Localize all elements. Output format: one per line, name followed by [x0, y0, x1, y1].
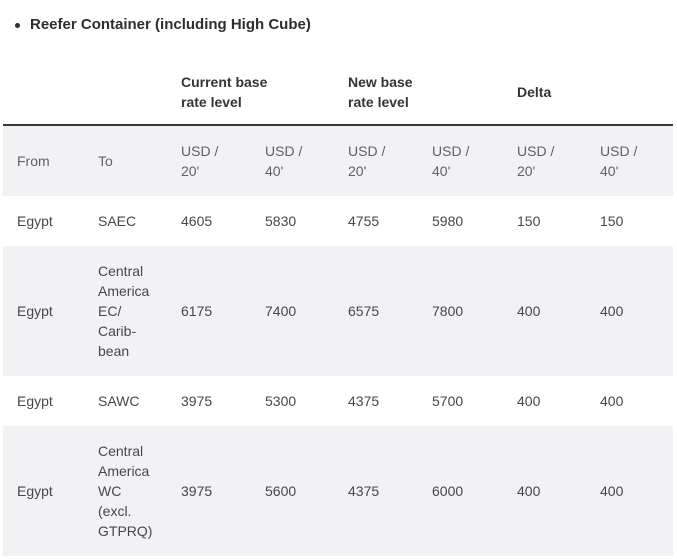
cell-from: Egypt [17, 483, 53, 499]
column-header-from: From [3, 125, 84, 196]
group-header-current-label: Current base rate level [181, 74, 268, 110]
usd20-label: USD / 20' [348, 143, 386, 179]
cell-current-usd40: 5830 [265, 213, 297, 229]
cell-current-usd20: 3975 [181, 393, 213, 409]
rates-table: Current base rate level New base rate le… [3, 60, 674, 556]
cell-to: SAWC [98, 393, 140, 409]
cell-new-usd40: 7800 [432, 303, 464, 319]
cell-from: Egypt [17, 303, 53, 319]
column-header-current-usd20: USD / 20' [167, 125, 251, 196]
cell-current-usd20: 4605 [181, 213, 213, 229]
cell-delta-usd40: 400 [600, 393, 624, 409]
cell-current-usd20: 3975 [181, 483, 213, 499]
column-header-to: To [84, 125, 167, 196]
table-row: Egypt SAEC 4605 5830 4755 5980 150 150 [3, 196, 674, 246]
group-header-spacer [3, 60, 167, 126]
cell-new-usd40: 6000 [432, 483, 464, 499]
cell-delta-usd40: 400 [600, 303, 624, 319]
cell-current-usd40: 5600 [265, 483, 297, 499]
group-header-delta: Delta [503, 60, 674, 126]
column-header-delta-usd40: USD / 40' [586, 125, 674, 196]
table-row: Egypt Central America EC/ Carib­bean 617… [3, 246, 674, 376]
column-header-delta-usd20: USD / 20' [503, 125, 586, 196]
group-header-new-label: New base rate level [348, 74, 413, 110]
cell-new-usd20: 6575 [348, 303, 380, 319]
column-header-row: From To USD / 20' USD / 40' USD / 20' US… [3, 125, 674, 196]
cell-delta-usd20: 400 [517, 303, 541, 319]
cell-current-usd40: 7400 [265, 303, 297, 319]
section-title-row: Reefer Container (including High Cube) [0, 0, 677, 35]
table-row: Egypt SAWC 3975 5300 4375 5700 400 400 [3, 376, 674, 426]
usd40-label: USD / 40' [432, 143, 470, 179]
cell-to: SAEC [98, 213, 137, 229]
group-header-delta-label: Delta [517, 84, 552, 100]
cell-to: Central America WC (excl. GTPRQ) [98, 443, 153, 539]
cell-delta-usd20: 400 [517, 483, 541, 499]
cell-current-usd20: 6175 [181, 303, 213, 319]
usd20-label: USD / 20' [517, 143, 555, 179]
cell-new-usd40: 5980 [432, 213, 464, 229]
group-header-row: Current base rate level New base rate le… [3, 60, 674, 126]
cell-delta-usd40: 150 [600, 213, 624, 229]
table-row: Egypt Central America WC (excl. GTPRQ) 3… [3, 426, 674, 556]
cell-current-usd40: 5300 [265, 393, 297, 409]
column-header-new-usd40: USD / 40' [418, 125, 503, 196]
usd40-label: USD / 40' [265, 143, 303, 179]
cell-delta-usd40: 400 [600, 483, 624, 499]
usd40-label: USD / 40' [600, 143, 638, 179]
cell-new-usd40: 5700 [432, 393, 464, 409]
cell-to: Central America EC/ Carib­bean [98, 263, 150, 359]
cell-delta-usd20: 400 [517, 393, 541, 409]
cell-from: Egypt [17, 213, 53, 229]
cell-new-usd20: 4375 [348, 483, 380, 499]
cell-from: Egypt [17, 393, 53, 409]
group-header-new: New base rate level [334, 60, 503, 126]
column-header-current-usd40: USD / 40' [251, 125, 334, 196]
cell-new-usd20: 4755 [348, 213, 380, 229]
cell-delta-usd20: 150 [517, 213, 541, 229]
usd20-label: USD / 20' [181, 143, 219, 179]
cell-new-usd20: 4375 [348, 393, 380, 409]
column-header-new-usd20: USD / 20' [334, 125, 418, 196]
bullet-icon [15, 23, 20, 28]
group-header-current: Current base rate level [167, 60, 334, 126]
section-title: Reefer Container (including High Cube) [30, 16, 311, 33]
